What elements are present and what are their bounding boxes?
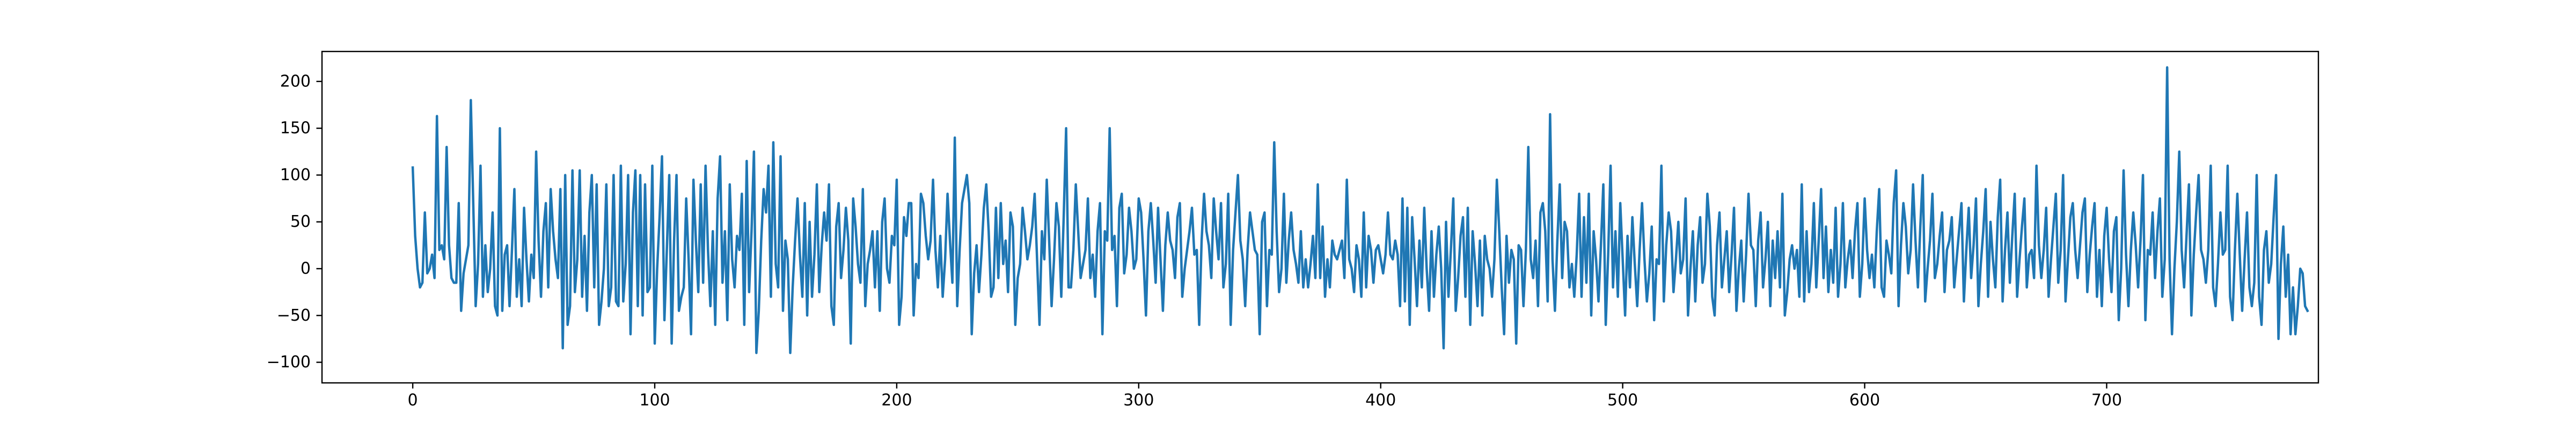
y-tick-label: 200 [280,72,311,91]
y-tick-label: 0 [301,260,311,278]
y-tick-label: 150 [280,119,311,138]
series-line [411,66,2309,354]
y-tick-label: −50 [277,306,311,325]
x-tick-label: 0 [408,391,418,410]
x-tick-label: 400 [1365,391,1396,410]
x-tick-label: 600 [1849,391,1880,410]
y-tick-label: −100 [267,353,311,372]
y-tick-label: 50 [290,212,311,231]
axes-frame [321,50,2319,384]
x-tick-label: 300 [1123,391,1154,410]
plot-area [411,66,2309,354]
x-tick-label: 100 [639,391,670,410]
x-tick-label: 700 [2091,391,2122,410]
x-tick-label: 200 [881,391,912,410]
axes: 0 100 200 300 400 500 600 700 −100 −50 0 50 100 150 20… [267,50,2319,410]
y-tick-label: 100 [280,166,311,184]
x-tick-label: 500 [1607,391,1638,410]
